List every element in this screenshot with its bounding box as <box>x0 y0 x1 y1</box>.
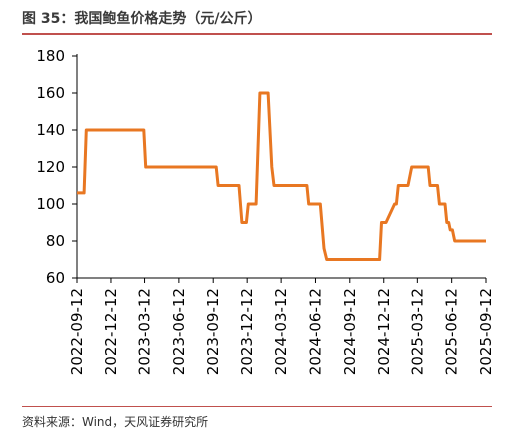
y-tick-label: 60 <box>46 269 65 287</box>
x-tick-label: 2025-09-12 <box>477 288 495 375</box>
footer-divider <box>22 406 492 407</box>
x-tick-label: 2022-12-12 <box>102 288 120 375</box>
x-tick-label: 2023-12-12 <box>238 288 256 375</box>
x-tick-label: 2023-06-12 <box>170 288 188 375</box>
x-tick-label: 2023-09-12 <box>204 288 222 375</box>
y-axis: 60 80 100 120 140 160 180 <box>36 47 78 287</box>
series-line-0 <box>77 91 486 261</box>
x-tick-label: 2024-03-12 <box>272 288 290 375</box>
y-tick-label: 100 <box>36 195 65 213</box>
x-tick-label: 2025-03-12 <box>408 288 426 375</box>
x-axis: 2022-09-12 2022-12-12 2023-03-12 2023-06-12… <box>68 277 495 375</box>
y-tick-label: 180 <box>36 47 65 65</box>
source-note: 资料来源：Wind，天风证券研究所 <box>22 415 209 429</box>
x-tick-label: 2023-03-12 <box>136 288 154 375</box>
y-tick-label: 120 <box>36 158 65 176</box>
title-divider <box>22 33 492 35</box>
x-tick-label: 2024-06-12 <box>306 288 324 375</box>
figure-title: 图 35：我国鲍鱼价格走势（元/公斤） <box>22 11 262 27</box>
x-tick-label: 2024-12-12 <box>375 288 393 375</box>
y-tick-label: 80 <box>46 232 65 250</box>
x-tick-label: 2022-09-12 <box>68 288 86 375</box>
y-tick-label: 160 <box>36 84 65 102</box>
y-tick-label: 140 <box>36 121 65 139</box>
series-layer <box>77 91 486 261</box>
x-tick-label: 2025-06-12 <box>443 288 461 375</box>
x-tick-label: 2024-09-12 <box>341 288 359 375</box>
